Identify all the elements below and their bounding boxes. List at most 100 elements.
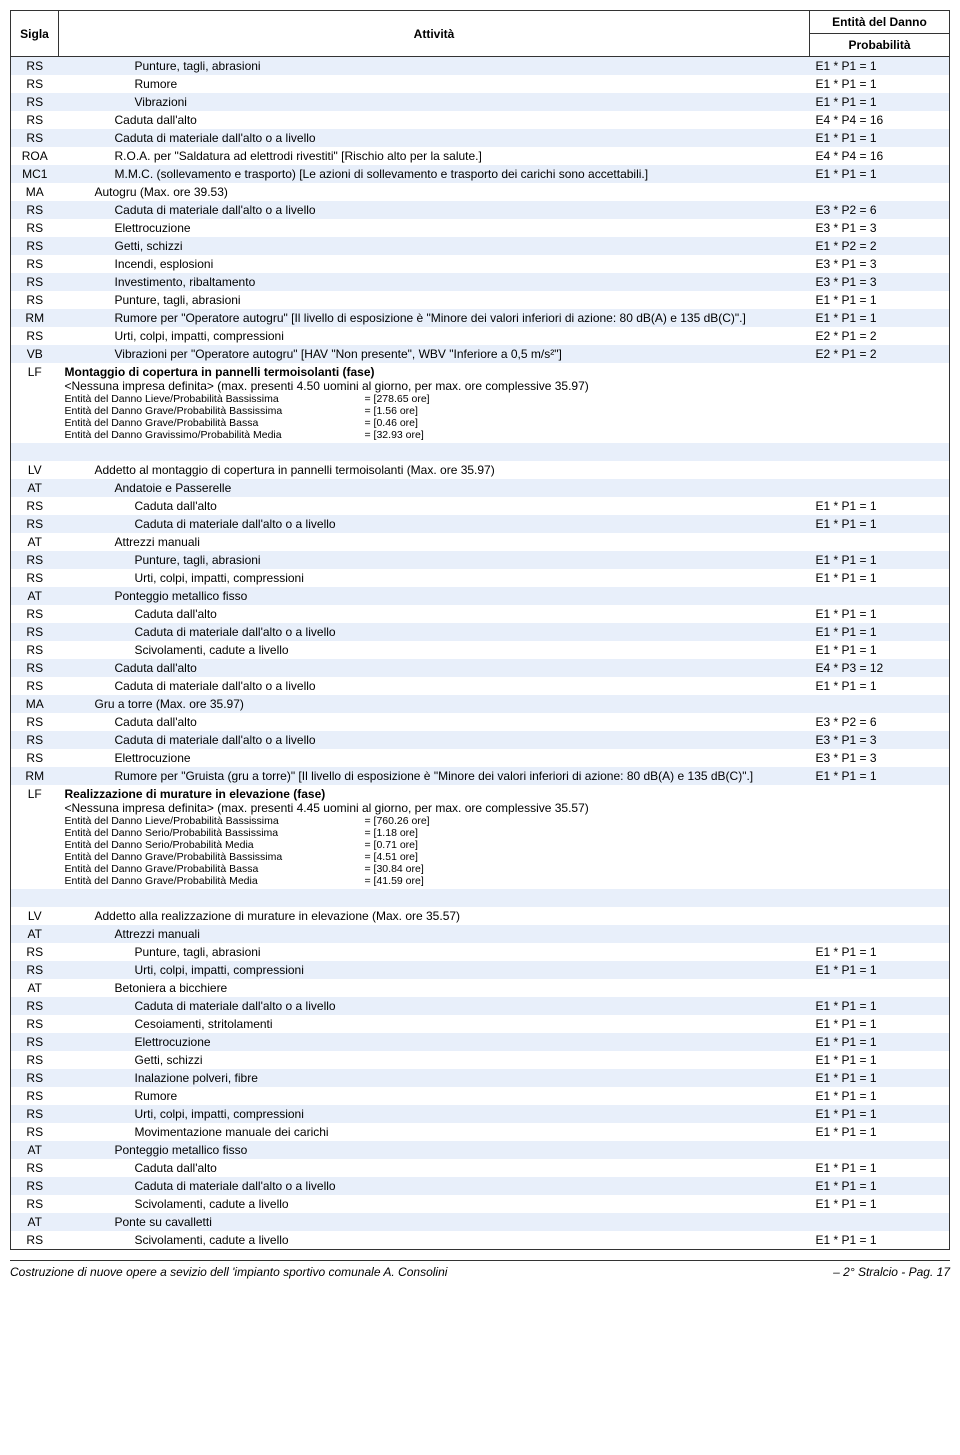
cell-sigla: LV <box>11 461 59 479</box>
cell-attivita: Caduta di materiale dall'alto o a livell… <box>59 997 810 1015</box>
table-row: RSRumoreE1 * P1 = 1 <box>11 75 950 93</box>
table-row: LFRealizzazione di murature in elevazion… <box>11 785 950 889</box>
table-row: RSCaduta dall'altoE4 * P4 = 16 <box>11 111 950 129</box>
cell-sigla: RS <box>11 1015 59 1033</box>
table-row: RSCaduta dall'altoE1 * P1 = 1 <box>11 497 950 515</box>
cell-attivita: Attrezzi manuali <box>59 925 810 943</box>
table-row: RSCaduta dall'altoE4 * P3 = 12 <box>11 659 950 677</box>
header-entita2: Probabilità <box>810 34 950 57</box>
cell-sigla: RS <box>11 1159 59 1177</box>
table-row: MAGru a torre (Max. ore 35.97) <box>11 695 950 713</box>
cell-entita: E3 * P1 = 3 <box>810 219 950 237</box>
table-row: RSCesoiamenti, stritolamentiE1 * P1 = 1 <box>11 1015 950 1033</box>
cell-entita <box>810 363 950 443</box>
cell-entita: E3 * P1 = 3 <box>810 255 950 273</box>
cell-sigla: AT <box>11 1213 59 1231</box>
table-row: RMRumore per "Gruista (gru a torre)" [Il… <box>11 767 950 785</box>
table-row: RSUrti, colpi, impatti, compressioniE1 *… <box>11 1105 950 1123</box>
cell-entita <box>810 461 950 479</box>
cell-entita: E3 * P1 = 3 <box>810 749 950 767</box>
cell-sigla: RS <box>11 75 59 93</box>
cell-entita <box>810 785 950 889</box>
table-row: RSCaduta di materiale dall'alto o a live… <box>11 201 950 219</box>
cell-sigla: RS <box>11 255 59 273</box>
cell-entita: E1 * P1 = 1 <box>810 75 950 93</box>
cell-attivita: Investimento, ribaltamento <box>59 273 810 291</box>
cell-sigla: RS <box>11 641 59 659</box>
cell-sigla: ROA <box>11 147 59 165</box>
cell-entita: E1 * P1 = 1 <box>810 767 950 785</box>
cell-attivita: Elettrocuzione <box>59 219 810 237</box>
table-row: ATAttrezzi manuali <box>11 533 950 551</box>
cell-sigla: RS <box>11 1231 59 1250</box>
cell-entita: E1 * P1 = 1 <box>810 1051 950 1069</box>
cell-attivita: Caduta di materiale dall'alto o a livell… <box>59 129 810 147</box>
cell-entita <box>810 979 950 997</box>
cell-entita: E1 * P1 = 1 <box>810 1069 950 1087</box>
cell-attivita: Inalazione polveri, fibre <box>59 1069 810 1087</box>
cell-entita: E1 * P1 = 1 <box>810 1033 950 1051</box>
table-row: RSElettrocuzioneE3 * P1 = 3 <box>11 749 950 767</box>
cell-entita: E1 * P1 = 1 <box>810 641 950 659</box>
cell-attivita: Cesoiamenti, stritolamenti <box>59 1015 810 1033</box>
table-row: LVAddetto al montaggio di copertura in p… <box>11 461 950 479</box>
cell-entita: E1 * P1 = 1 <box>810 551 950 569</box>
cell-entita: E3 * P1 = 3 <box>810 731 950 749</box>
cell-attivita: Caduta dall'alto <box>59 497 810 515</box>
table-row: RSCaduta di materiale dall'alto o a live… <box>11 1177 950 1195</box>
cell-entita <box>810 1141 950 1159</box>
cell-entita: E1 * P1 = 1 <box>810 1231 950 1250</box>
cell-sigla: RS <box>11 291 59 309</box>
table-row: RSGetti, schizziE1 * P1 = 1 <box>11 1051 950 1069</box>
cell-attivita: Punture, tagli, abrasioni <box>59 943 810 961</box>
cell-sigla: AT <box>11 925 59 943</box>
cell-sigla: RS <box>11 713 59 731</box>
cell-entita: E1 * P1 = 1 <box>810 515 950 533</box>
cell-entita: E4 * P4 = 16 <box>810 111 950 129</box>
cell-entita: E1 * P1 = 1 <box>810 1195 950 1213</box>
cell-attivita: Caduta dall'alto <box>59 659 810 677</box>
cell-sigla: AT <box>11 979 59 997</box>
cell-sigla: RS <box>11 569 59 587</box>
table-row: ATBetoniera a bicchiere <box>11 979 950 997</box>
table-row: RSCaduta dall'altoE1 * P1 = 1 <box>11 1159 950 1177</box>
cell-entita: E1 * P1 = 1 <box>810 569 950 587</box>
cell-attivita: Autogru (Max. ore 39.53) <box>59 183 810 201</box>
cell-attivita: Rumore per "Operatore autogru" [Il livel… <box>59 309 810 327</box>
table-row: RSUrti, colpi, impatti, compressioniE1 *… <box>11 569 950 587</box>
table-row: ATAndatoie e Passerelle <box>11 479 950 497</box>
cell-entita: E1 * P2 = 2 <box>810 237 950 255</box>
cell-entita: E1 * P1 = 1 <box>810 1087 950 1105</box>
table-row <box>11 443 950 461</box>
cell-sigla: RS <box>11 1123 59 1141</box>
cell-sigla: RS <box>11 1033 59 1051</box>
cell-sigla: RM <box>11 309 59 327</box>
cell-sigla: RS <box>11 1069 59 1087</box>
table-row: RSScivolamenti, cadute a livelloE1 * P1 … <box>11 1231 950 1250</box>
table-row: RSScivolamenti, cadute a livelloE1 * P1 … <box>11 1195 950 1213</box>
cell-attivita: Caduta di materiale dall'alto o a livell… <box>59 623 810 641</box>
cell-attivita: Urti, colpi, impatti, compressioni <box>59 327 810 345</box>
cell-entita: E2 * P1 = 2 <box>810 327 950 345</box>
cell-attivita: Gru a torre (Max. ore 35.97) <box>59 695 810 713</box>
cell-sigla: RS <box>11 605 59 623</box>
cell-entita: E1 * P1 = 1 <box>810 961 950 979</box>
cell-attivita: Scivolamenti, cadute a livello <box>59 1231 810 1250</box>
cell-attivita: Montaggio di copertura in pannelli termo… <box>59 363 810 443</box>
cell-entita <box>810 925 950 943</box>
cell-sigla: LF <box>11 785 59 889</box>
cell-entita: E1 * P1 = 1 <box>810 943 950 961</box>
cell-attivita: Rumore <box>59 75 810 93</box>
cell-sigla: RS <box>11 327 59 345</box>
cell-sigla: RS <box>11 1087 59 1105</box>
table-row: ATPonte su cavalletti <box>11 1213 950 1231</box>
cell-entita <box>810 183 950 201</box>
cell-attivita: M.M.C. (sollevamento e trasporto) [Le az… <box>59 165 810 183</box>
cell-attivita: Caduta di materiale dall'alto o a livell… <box>59 731 810 749</box>
cell-attivita: Ponteggio metallico fisso <box>59 1141 810 1159</box>
table-row <box>11 889 950 907</box>
header-attivita: Attività <box>59 11 810 57</box>
cell-attivita: Caduta dall'alto <box>59 605 810 623</box>
cell-sigla: AT <box>11 479 59 497</box>
cell-entita: E1 * P1 = 1 <box>810 129 950 147</box>
